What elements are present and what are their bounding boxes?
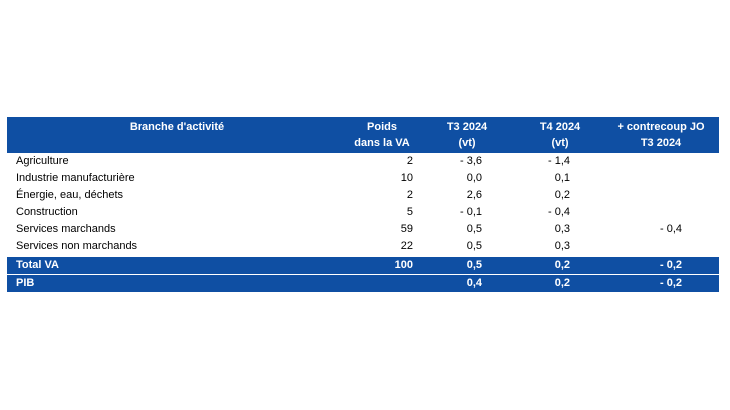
total-t4: 0,2 — [517, 255, 603, 275]
total-va-row: Total VA 100 0,5 0,2 - 0,2 — [7, 255, 719, 275]
row-t4: 0,3 — [554, 240, 570, 252]
pib-branch: PIB — [7, 274, 347, 292]
row-branch: Énergie, eau, déchets — [16, 189, 124, 201]
row-poids: 10 — [400, 172, 413, 184]
header-t4: T4 2024 — [517, 117, 603, 135]
row-t4: - 1,4 — [547, 155, 570, 167]
activity-table-container: Branche d'activité Poids T3 2024 T4 2024… — [7, 117, 719, 292]
row-t4: - 0,4 — [547, 206, 570, 218]
table-header: Branche d'activité Poids T3 2024 T4 2024… — [7, 117, 719, 153]
pib-poids — [347, 274, 417, 292]
row-branch: Agriculture — [16, 155, 69, 167]
row-branch: Construction — [16, 206, 78, 218]
row-jo — [603, 204, 719, 221]
header-poids-sub: dans la VA — [347, 135, 417, 153]
row-poids: 22 — [400, 240, 413, 252]
header-jo: + contrecoup JO — [603, 117, 719, 135]
pib-row: PIB 0,4 0,2 - 0,2 — [7, 274, 719, 292]
header-branch: Branche d'activité — [7, 117, 347, 135]
header-t4-sub: (vt) — [517, 135, 603, 153]
table-row: Services marchands 59 0,5 0,3 - 0,4 — [7, 221, 719, 238]
row-poids: 2 — [406, 155, 413, 167]
row-poids: 2 — [406, 189, 413, 201]
row-t4: 0,3 — [554, 223, 570, 235]
total-t3: 0,5 — [417, 255, 517, 275]
row-branch: Services marchands — [16, 223, 116, 235]
total-jo: - 0,2 — [603, 255, 719, 275]
row-branch: Industrie manufacturière — [16, 172, 135, 184]
row-t3: 0,5 — [466, 240, 482, 252]
row-jo — [603, 187, 719, 204]
header-t3-sub: (vt) — [417, 135, 517, 153]
row-jo — [603, 170, 719, 187]
value-added-table: Branche d'activité Poids T3 2024 T4 2024… — [7, 117, 719, 292]
row-t4: 0,1 — [554, 172, 570, 184]
row-t3: - 3,6 — [459, 155, 482, 167]
header-poids: Poids — [347, 117, 417, 135]
table-row: Industrie manufacturière 10 0,0 0,1 — [7, 170, 719, 187]
row-poids: 59 — [400, 223, 413, 235]
table-row: Services non marchands 22 0,5 0,3 — [7, 238, 719, 256]
row-branch: Services non marchands — [16, 240, 138, 252]
pib-jo: - 0,2 — [603, 274, 719, 292]
row-t3: - 0,1 — [459, 206, 482, 218]
total-branch: Total VA — [7, 255, 347, 275]
table-row: Énergie, eau, déchets 2 2,6 0,2 — [7, 187, 719, 204]
header-t3: T3 2024 — [417, 117, 517, 135]
row-poids: 5 — [406, 206, 413, 218]
pib-t4: 0,2 — [517, 274, 603, 292]
row-t3: 0,5 — [466, 223, 482, 235]
table-row: Construction 5 - 0,1 - 0,4 — [7, 204, 719, 221]
row-jo — [603, 153, 719, 170]
row-jo: - 0,4 — [659, 223, 682, 235]
table-row: Agriculture 2 - 3,6 - 1,4 — [7, 153, 719, 170]
pib-t3: 0,4 — [417, 274, 517, 292]
row-t3: 2,6 — [466, 189, 482, 201]
row-t3: 0,0 — [466, 172, 482, 184]
table-body: Agriculture 2 - 3,6 - 1,4 Industrie manu… — [7, 153, 719, 292]
row-t4: 0,2 — [554, 189, 570, 201]
total-poids: 100 — [347, 255, 417, 275]
header-branch-empty — [7, 135, 347, 153]
row-jo — [603, 238, 719, 256]
header-jo-sub: T3 2024 — [603, 135, 719, 153]
